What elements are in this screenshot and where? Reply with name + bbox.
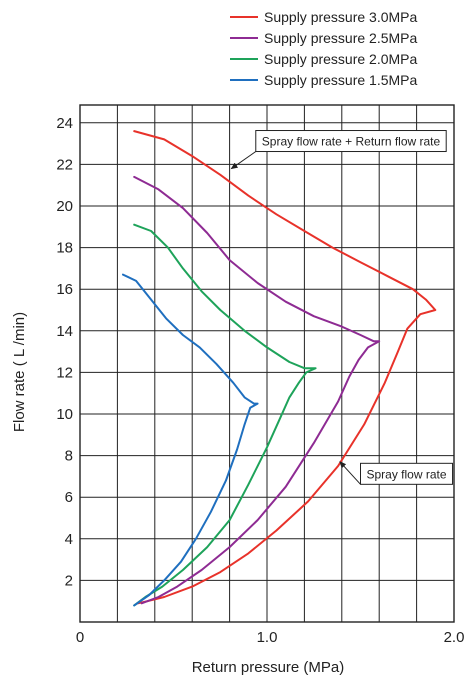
y-tick-label: 20 (56, 198, 73, 215)
x-tick-label: 0 (76, 629, 84, 646)
legend-label-3: Supply pressure 2.0MPa (264, 51, 418, 67)
legend: Supply pressure 3.0MPa Supply pressure 2.… (230, 9, 418, 88)
y-tick-label: 4 (65, 531, 73, 548)
series-group (122, 130, 437, 607)
annotation-label-1: Spray flow rate + Return flow rate (262, 135, 441, 149)
annotation-box-1 (255, 130, 447, 153)
y-tick-label: 18 (56, 240, 73, 257)
annotations: Spray flow rate + Return flow rate Spray … (230, 130, 454, 485)
y-tick-label: 8 (65, 448, 73, 465)
plot-frame (79, 104, 455, 623)
annotation-arrow-1 (230, 151, 257, 170)
legend-label-4: Supply pressure 1.5MPa (264, 72, 418, 88)
plot-border (79, 104, 455, 623)
x-tick-label: 2.0 (444, 629, 465, 646)
x-tick-label: 1.0 (257, 629, 278, 646)
legend-label-2: Supply pressure 2.5MPa (264, 30, 418, 46)
annotation-arrow-2 (339, 461, 361, 485)
series-line-3 (133, 223, 317, 607)
y-axis-label: Flow rate ( L /min) (11, 312, 28, 432)
y-tick-label: 24 (56, 115, 73, 132)
y-tick-label: 22 (56, 156, 73, 173)
series-line-2 (133, 175, 381, 605)
x-axis-label: Return pressure (MPa) (192, 659, 345, 676)
y-tick-label: 16 (56, 281, 73, 298)
y-tick-label: 14 (56, 323, 73, 340)
annotation-box-2 (360, 462, 454, 485)
grid (80, 105, 454, 622)
y-tick-label: 12 (56, 364, 73, 381)
y-tick-label: 10 (56, 406, 73, 423)
series-line-4 (122, 273, 259, 607)
y-tick-label: 6 (65, 489, 73, 506)
legend-label-1: Supply pressure 3.0MPa (264, 9, 418, 25)
series-line-1 (133, 130, 437, 605)
y-tick-label: 2 (65, 572, 73, 589)
annotation-label-2: Spray flow rate (367, 467, 447, 481)
